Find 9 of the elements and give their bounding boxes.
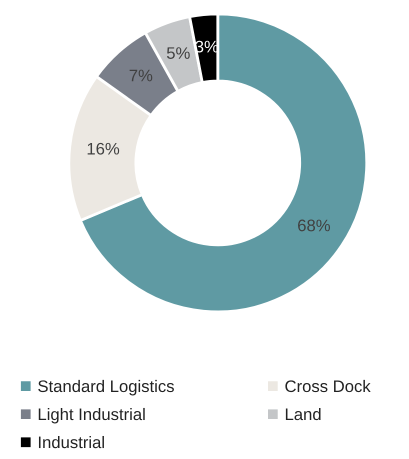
data-label: 7% xyxy=(130,70,152,82)
data-label: 68% xyxy=(298,220,330,232)
legend-label: Standard Logistics xyxy=(38,380,174,396)
data-label: 5% xyxy=(166,47,190,59)
legend-label: Industrial xyxy=(38,436,104,448)
legend-label: Cross Dock xyxy=(285,380,371,392)
legend-label: Light Industrial xyxy=(38,408,145,424)
data-label: 16% xyxy=(88,142,120,155)
legend-label: Land xyxy=(286,408,321,420)
